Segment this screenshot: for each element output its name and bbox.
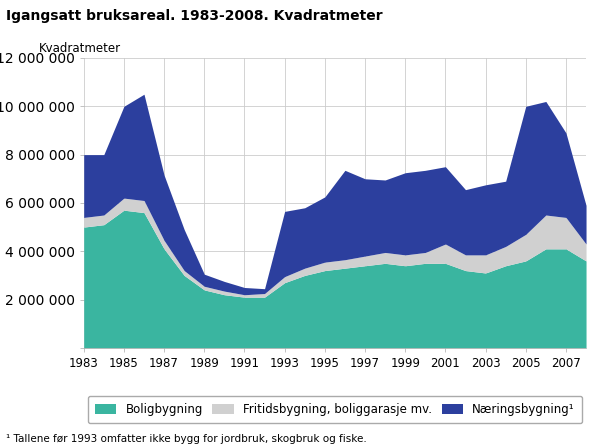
Text: Kvadratmeter: Kvadratmeter	[38, 42, 121, 55]
Text: Igangsatt bruksareal. 1983-2008. Kvadratmeter: Igangsatt bruksareal. 1983-2008. Kvadrat…	[6, 9, 383, 23]
Text: ¹ Tallene før 1993 omfatter ikke bygg for jordbruk, skogbruk og fiske.: ¹ Tallene før 1993 omfatter ikke bygg fo…	[6, 434, 367, 444]
Legend: Boligbygning, Fritidsbygning, boliggarasje mv., Næringsbygning¹: Boligbygning, Fritidsbygning, boliggaras…	[88, 396, 582, 423]
